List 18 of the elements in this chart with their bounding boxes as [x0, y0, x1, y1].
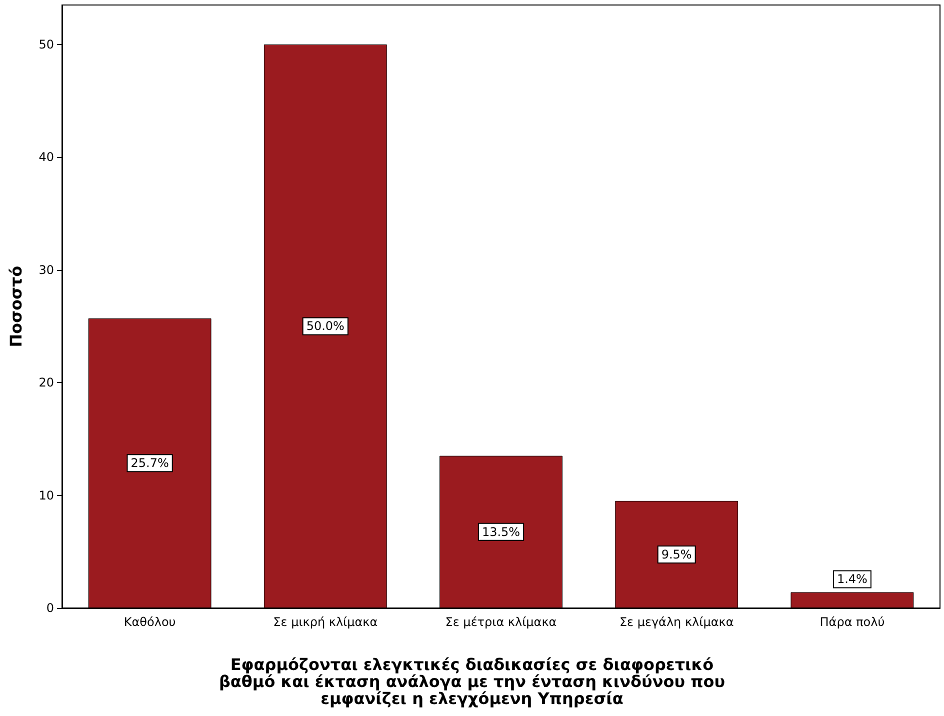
x-tick-label: Πάρα πολύ: [820, 615, 885, 629]
x-tick-label: Σε μικρή κλίμακα: [273, 615, 378, 629]
y-tick-label: 30: [38, 262, 54, 277]
x-tick-label: Σε μέτρια κλίμακα: [445, 615, 557, 629]
x-tick-label: Καθόλου: [124, 615, 176, 629]
y-tick-label: 20: [38, 376, 54, 390]
x-axis-title: Εφαρμόζονται ελεγκτικές διαδικασίες σε διαφορετικό βαθμό και έκταση ανάλογα με την ένταση κινδύνου που εμφανίζει η ελεγχόμενη Υπηρεσία: [213, 655, 731, 708]
data-label: 50.0%: [306, 319, 344, 334]
y-tick-label: 10: [38, 488, 54, 502]
data-label: 13.5%: [482, 524, 520, 539]
x-tick-label: Σε μεγάλη κλίμακα: [619, 615, 734, 629]
y-axis-title: Ποσοστό: [6, 266, 26, 348]
y-tick-label: 0: [46, 601, 54, 615]
data-label: 1.4%: [836, 572, 868, 586]
data-label: 25.7%: [130, 456, 169, 470]
data-label: 9.5%: [661, 547, 692, 562]
y-tick-label: 50: [38, 37, 54, 52]
y-tick-label: 40: [38, 150, 54, 164]
